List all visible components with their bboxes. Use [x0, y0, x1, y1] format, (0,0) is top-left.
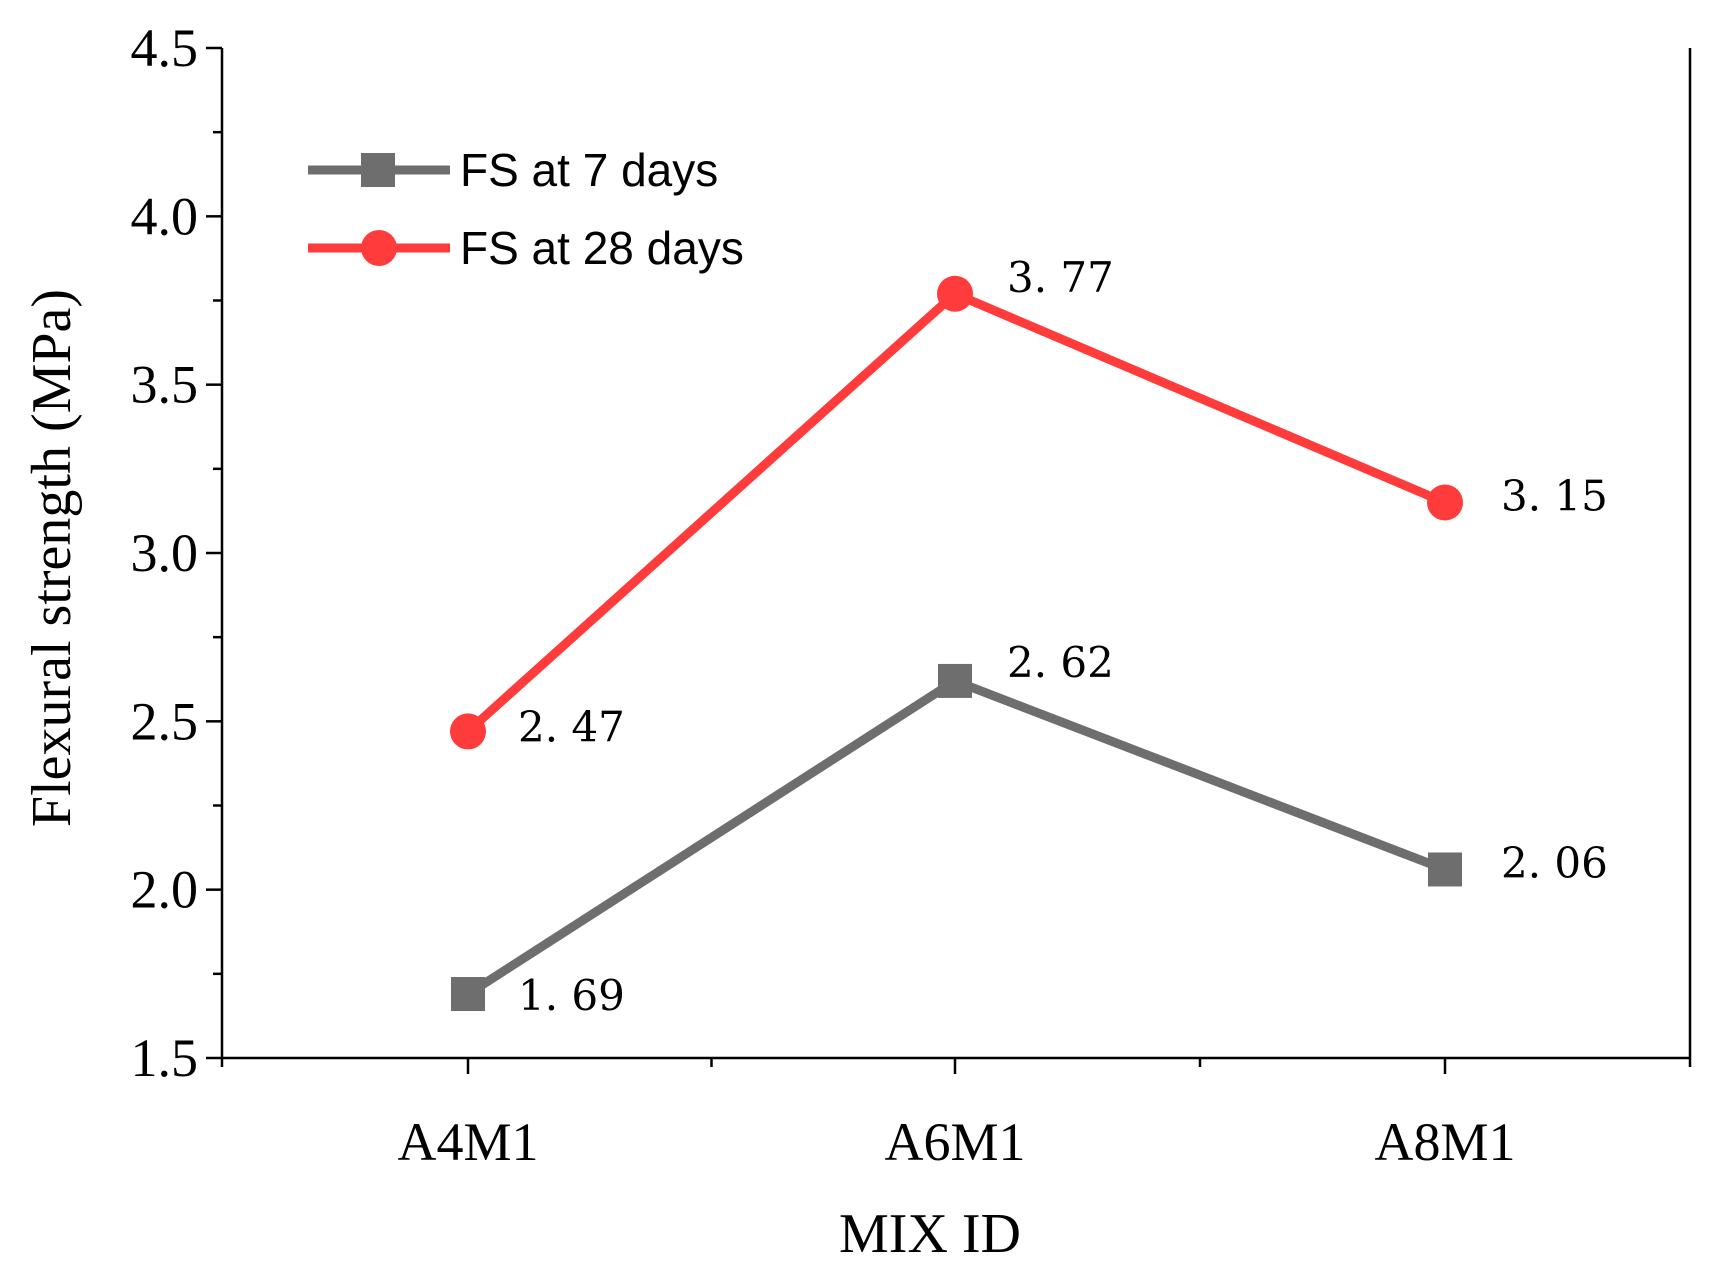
y-tick-label: 3.0 [131, 523, 199, 583]
legend-label: FS at 28 days [460, 222, 744, 274]
legend-marker-circle [361, 230, 397, 266]
data-label: 3. 77 [1007, 253, 1114, 302]
data-label: 2. 62 [1007, 638, 1114, 687]
data-label: 1. 69 [518, 971, 625, 1020]
legend-item: FS at 7 days [308, 144, 718, 196]
data-point-square [1428, 852, 1462, 887]
data-label: 2. 06 [1501, 838, 1608, 887]
legend-marker-square [361, 153, 395, 187]
y-tick-label: 1.5 [131, 1028, 199, 1088]
series-fs-at-28-days: 2. 47 3. 77 3. 15 [450, 253, 1608, 751]
data-label: 3. 15 [1501, 472, 1608, 521]
x-tick-label: A8M1 [1374, 1112, 1515, 1172]
legend: FS at 7 days FS at 28 days [308, 144, 744, 274]
axes: 1.5 2.0 2.5 3.0 3.5 4.0 4.5 A4M1 A6M1 A8M1 [131, 18, 1692, 1172]
data-point-square [938, 663, 972, 698]
y-tick-label: 4.0 [131, 186, 199, 246]
y-tick-label: 2.0 [131, 860, 199, 920]
data-point-circle [450, 713, 486, 750]
y-tick-label: 4.5 [131, 18, 199, 78]
data-point-circle [937, 275, 973, 312]
data-point-square [451, 977, 485, 1012]
y-axis-title: Flexural strength (MPa) [21, 289, 83, 827]
x-tick-label: A6M1 [884, 1112, 1025, 1172]
data-point-circle [1427, 484, 1463, 521]
x-tick-label: A4M1 [397, 1112, 538, 1172]
y-tick-label: 3.5 [131, 355, 199, 415]
x-axis-title: MIX ID [839, 1203, 1021, 1265]
y-tick-label: 2.5 [131, 691, 199, 751]
series-fs-at-7-days: 1. 69 2. 62 2. 06 [451, 638, 1608, 1020]
series-layer: 1. 69 2. 62 2. 06 2. 47 3. 77 3. 15 [450, 253, 1608, 1020]
data-label: 2. 47 [518, 702, 625, 751]
legend-item: FS at 28 days [308, 222, 744, 274]
legend-label: FS at 7 days [460, 144, 718, 196]
